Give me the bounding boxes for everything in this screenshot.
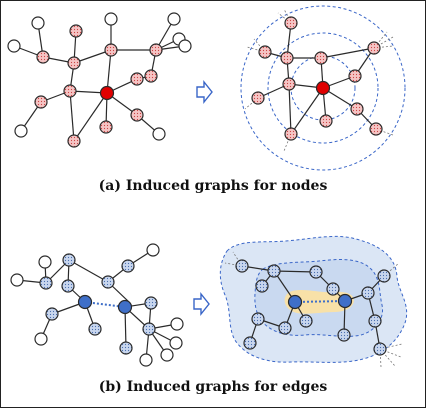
graph-a-right-nodes [251, 16, 383, 141]
graph-node [39, 276, 53, 290]
hollow-right-arrow-icon [193, 292, 210, 316]
graph-node [36, 50, 50, 64]
graph-node [63, 84, 77, 98]
target-edge-dotted [294, 300, 346, 303]
graph-node [319, 114, 333, 128]
graph-node [348, 69, 362, 83]
graph-b-right-nodes [235, 259, 391, 356]
graph-node [104, 12, 118, 26]
graph-node [377, 269, 391, 283]
graph-node [88, 322, 102, 336]
graph-node [61, 279, 75, 293]
center-node [99, 85, 115, 101]
graph-node [243, 336, 257, 350]
graph-node [251, 91, 265, 105]
graph-node [350, 102, 364, 116]
edge-endpoint-node [77, 294, 93, 310]
graph-node [373, 342, 387, 356]
center-node [315, 80, 331, 96]
graph-node [144, 69, 158, 83]
graph-node [284, 16, 298, 30]
ring-3hop [240, 5, 406, 171]
graph-node [144, 296, 158, 310]
graph-node [282, 77, 296, 91]
graph-node [34, 332, 48, 346]
graph-node [255, 279, 269, 293]
graph-node [67, 56, 81, 70]
graph-node [169, 336, 183, 350]
graph-node [146, 243, 160, 257]
graph-node [369, 122, 383, 136]
graph-b-right-stubs [224, 251, 403, 368]
graph-node [149, 43, 163, 57]
graph-node [69, 24, 83, 38]
graph-node [152, 127, 166, 141]
graph-node [160, 348, 174, 362]
graph-node [119, 341, 133, 355]
graph-node [368, 314, 382, 328]
ring-2hop [267, 32, 379, 144]
graph-node [280, 51, 294, 65]
graph-node [299, 314, 313, 328]
graph-node [267, 264, 281, 278]
graph-node [130, 72, 144, 86]
graph-node [167, 12, 181, 26]
graph-b-left-nodes [10, 243, 184, 367]
graph-node [34, 95, 48, 109]
caption-nodes: (a) Induced graphs for nodes [98, 178, 328, 194]
graph-node [258, 45, 272, 59]
graph-node [235, 259, 249, 273]
graph-node [99, 120, 113, 134]
graph-node [309, 265, 323, 279]
graph-node [326, 282, 340, 296]
graph-node [10, 273, 24, 287]
graph-a-left-nodes [7, 12, 192, 148]
edge-endpoint-node [287, 294, 303, 310]
graph-node [139, 353, 153, 367]
graph-node [67, 134, 81, 148]
graph-node [45, 307, 59, 321]
graph-node [314, 51, 328, 65]
graph-node [361, 286, 375, 300]
caption-edges: (b) Induced graphs for edges [98, 379, 328, 395]
hollow-right-arrow-icon [196, 80, 213, 104]
graph-node [142, 322, 156, 336]
graph-node [170, 317, 184, 331]
edge-endpoint-node [117, 299, 133, 315]
graph-node [284, 127, 298, 141]
graph-node [121, 259, 135, 273]
graph-node [337, 328, 351, 342]
graph-node [14, 124, 28, 138]
graph-node [104, 43, 118, 57]
graph-a-left [13, 18, 186, 142]
edge-endpoint-node [337, 293, 353, 309]
graph-node [367, 41, 381, 55]
graph-a-right-stubs [244, 8, 394, 152]
graph-node [251, 312, 265, 326]
graph-node [62, 253, 76, 267]
graph-node [101, 275, 115, 289]
graph-node [38, 255, 52, 269]
graph-node [178, 39, 192, 53]
graph-node [31, 16, 45, 30]
graph-node [7, 39, 21, 53]
graph-node [130, 108, 144, 122]
graph-node [278, 321, 292, 335]
